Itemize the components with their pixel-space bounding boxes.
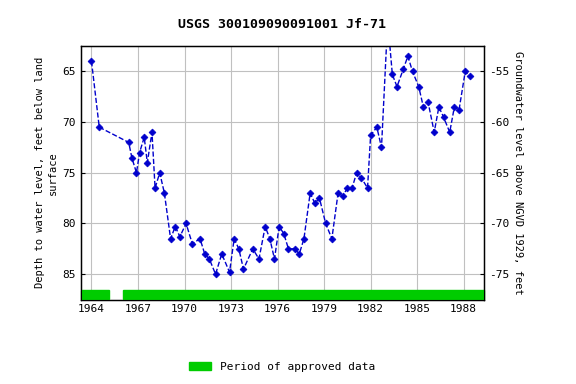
Y-axis label: Groundwater level above NGVD 1929, feet: Groundwater level above NGVD 1929, feet (513, 51, 523, 295)
Legend: Period of approved data: Period of approved data (185, 358, 380, 377)
Text: USGS 300109090091001 Jf-71: USGS 300109090091001 Jf-71 (178, 18, 386, 31)
Bar (123, 290, 484, 298)
Y-axis label: Depth to water level, feet below land
surface: Depth to water level, feet below land su… (35, 57, 58, 288)
Bar (81, 290, 108, 298)
